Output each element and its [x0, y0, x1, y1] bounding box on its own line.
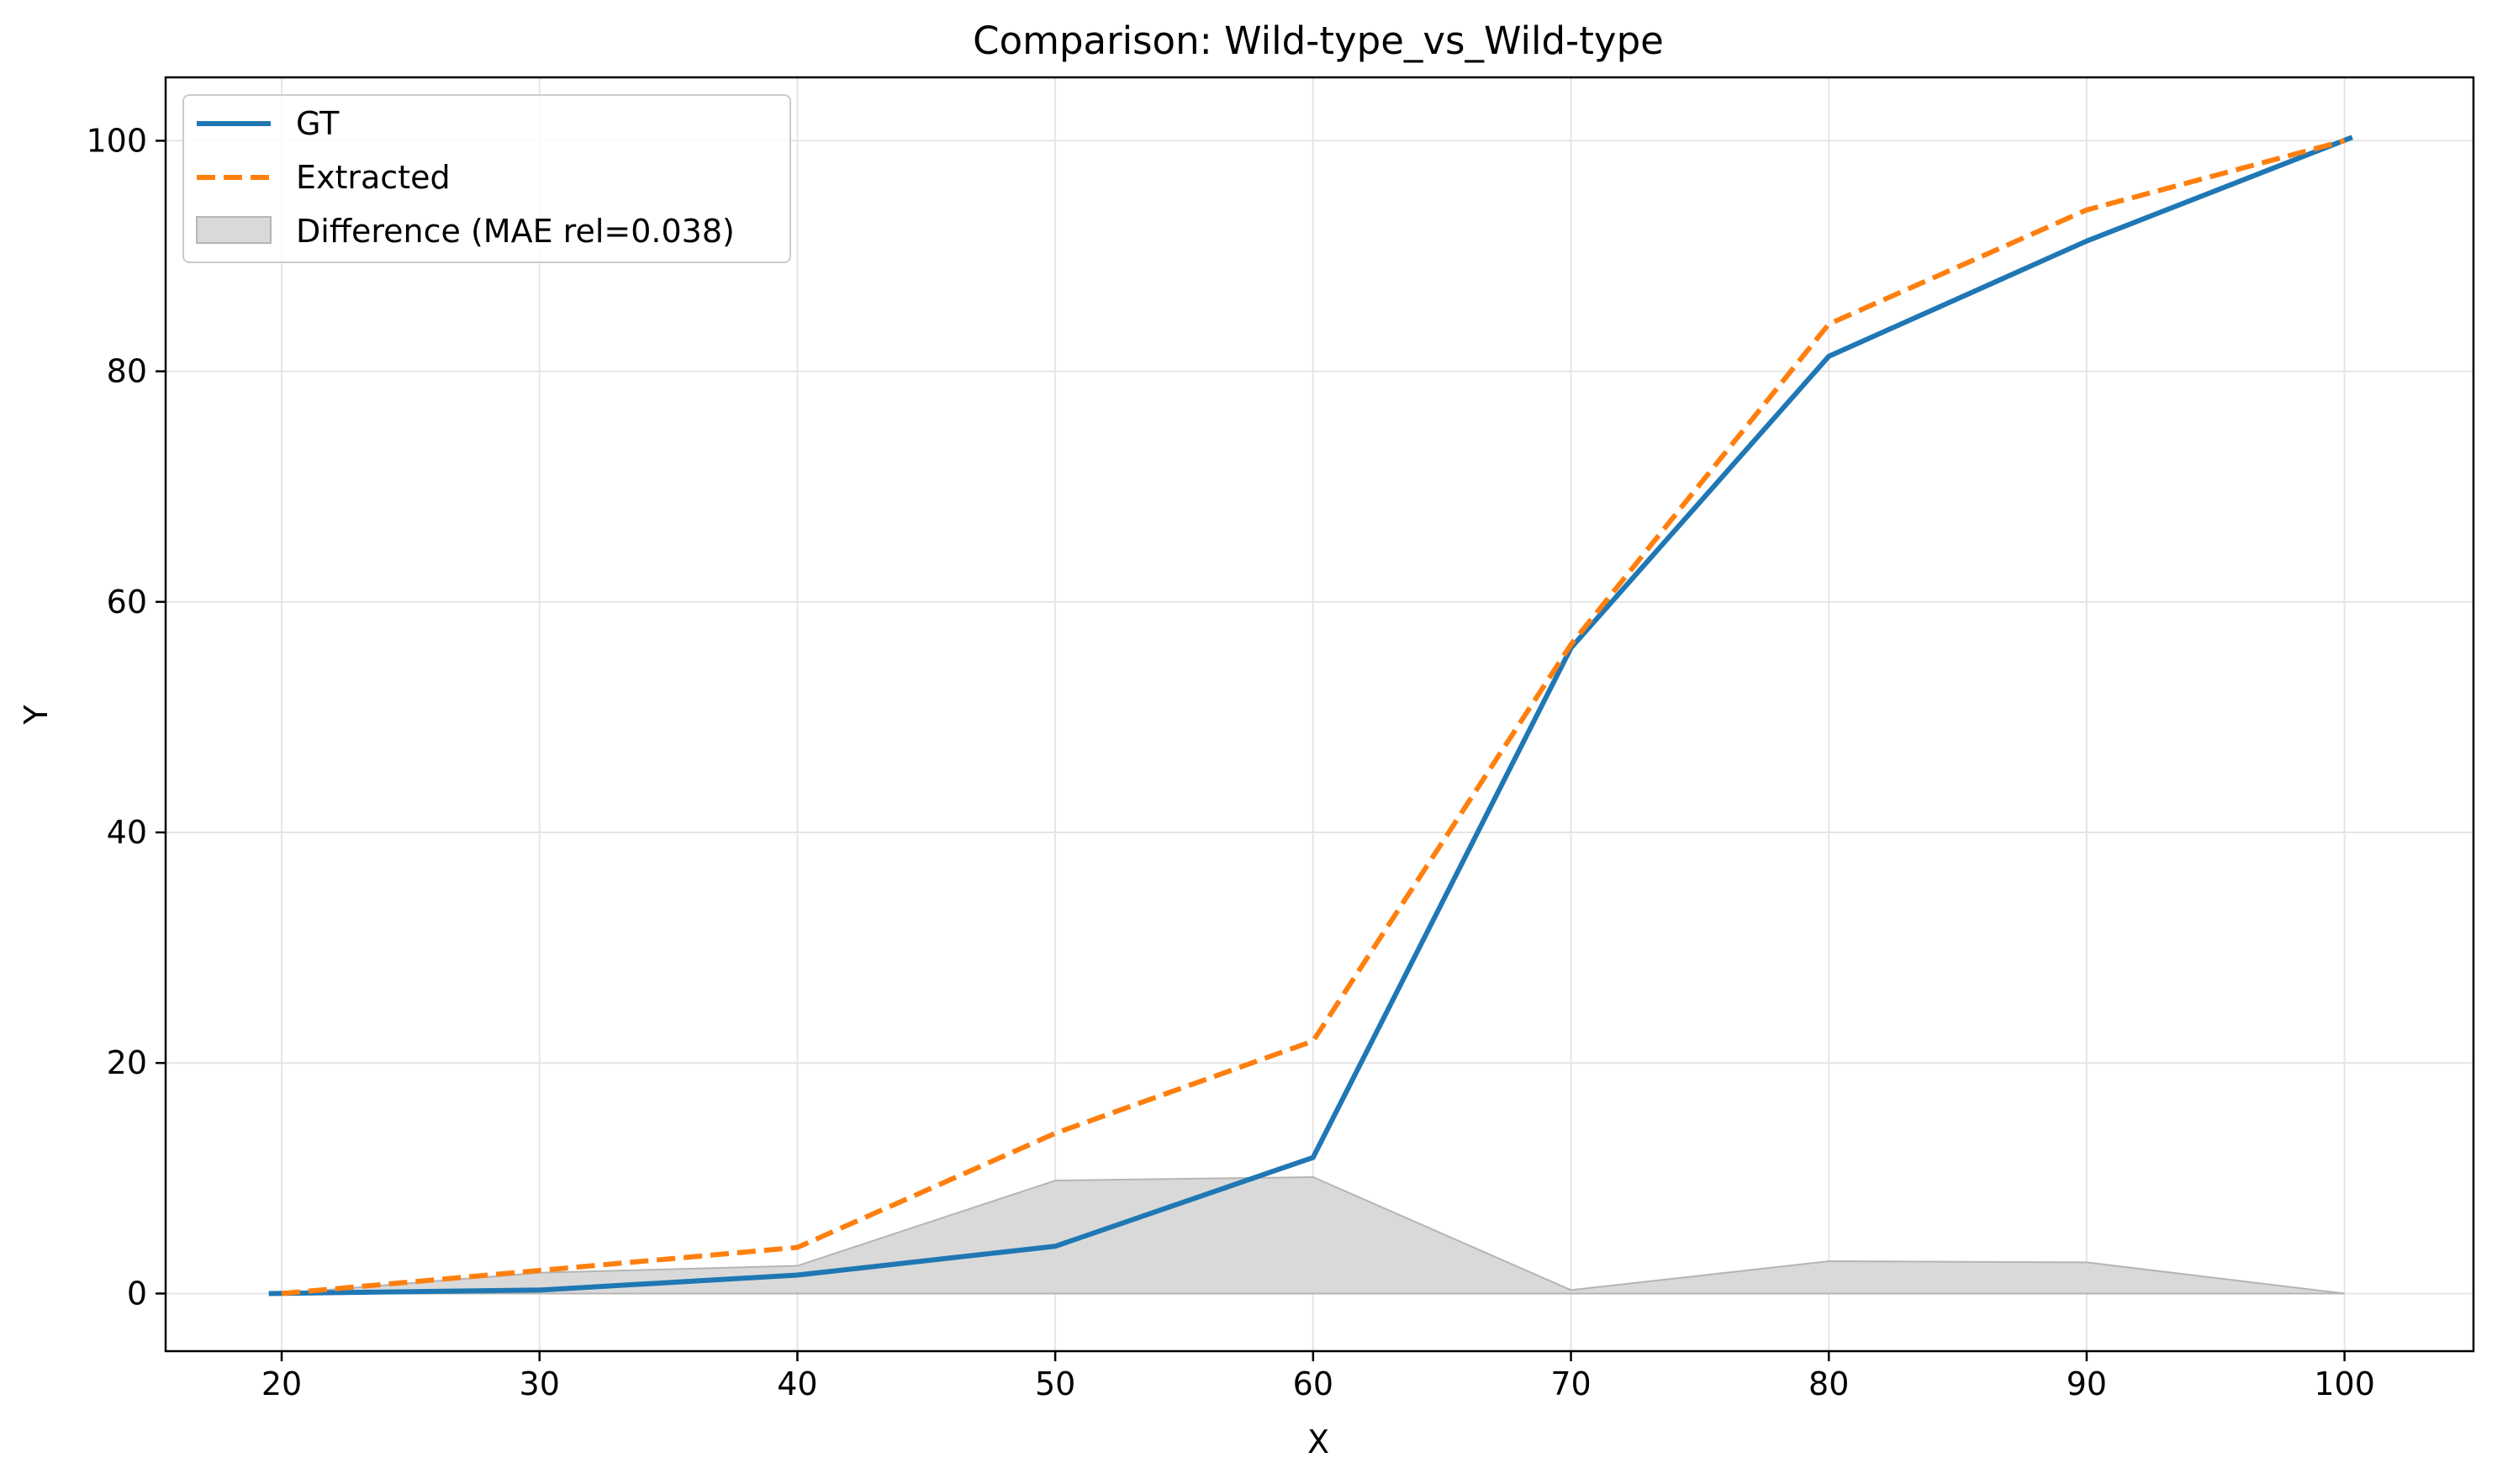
legend-difference-swatch	[196, 216, 272, 244]
legend: GT Extracted Difference (MAE rel=0.038)	[182, 94, 791, 263]
y-tick-label: 60	[107, 584, 147, 621]
legend-extracted-label: Extracted	[296, 159, 451, 196]
series-layer	[268, 135, 2353, 1297]
axes-frame	[164, 76, 2475, 1353]
x-ticks: 20 30 40 50 60 70 80 90 100	[261, 1351, 2375, 1402]
chart-title: Comparison: Wild-type_vs_Wild-type	[973, 18, 1664, 63]
x-tick-label: 20	[261, 1365, 302, 1402]
y-tick-label: 80	[107, 353, 147, 390]
y-tick-label: 40	[107, 814, 147, 851]
legend-difference-label: Difference (MAE rel=0.038)	[296, 213, 735, 250]
series-line-gt	[268, 135, 2353, 1297]
difference-area	[281, 1175, 2345, 1295]
legend-box	[182, 94, 791, 263]
x-tick-label: 40	[777, 1365, 817, 1402]
x-tick-label: 90	[2067, 1365, 2107, 1402]
legend-gt-label: GT	[296, 105, 340, 142]
y-tick-label: 100	[86, 122, 147, 159]
y-axis-label: Y	[18, 705, 55, 726]
y-tick-label: 0	[127, 1275, 147, 1312]
x-tick-label: 30	[520, 1365, 560, 1402]
difference-layer	[281, 1175, 2345, 1295]
x-tick-label: 60	[1293, 1365, 1333, 1402]
x-tick-label: 100	[2314, 1365, 2375, 1402]
x-tick-label: 80	[1808, 1365, 1849, 1402]
x-axis-label: X	[1307, 1423, 1329, 1460]
x-tick-label: 50	[1035, 1365, 1075, 1402]
y-ticks: 0 20 40 60 80 100	[86, 122, 166, 1312]
y-tick-label: 20	[107, 1044, 147, 1081]
x-tick-label: 70	[1550, 1365, 1591, 1402]
